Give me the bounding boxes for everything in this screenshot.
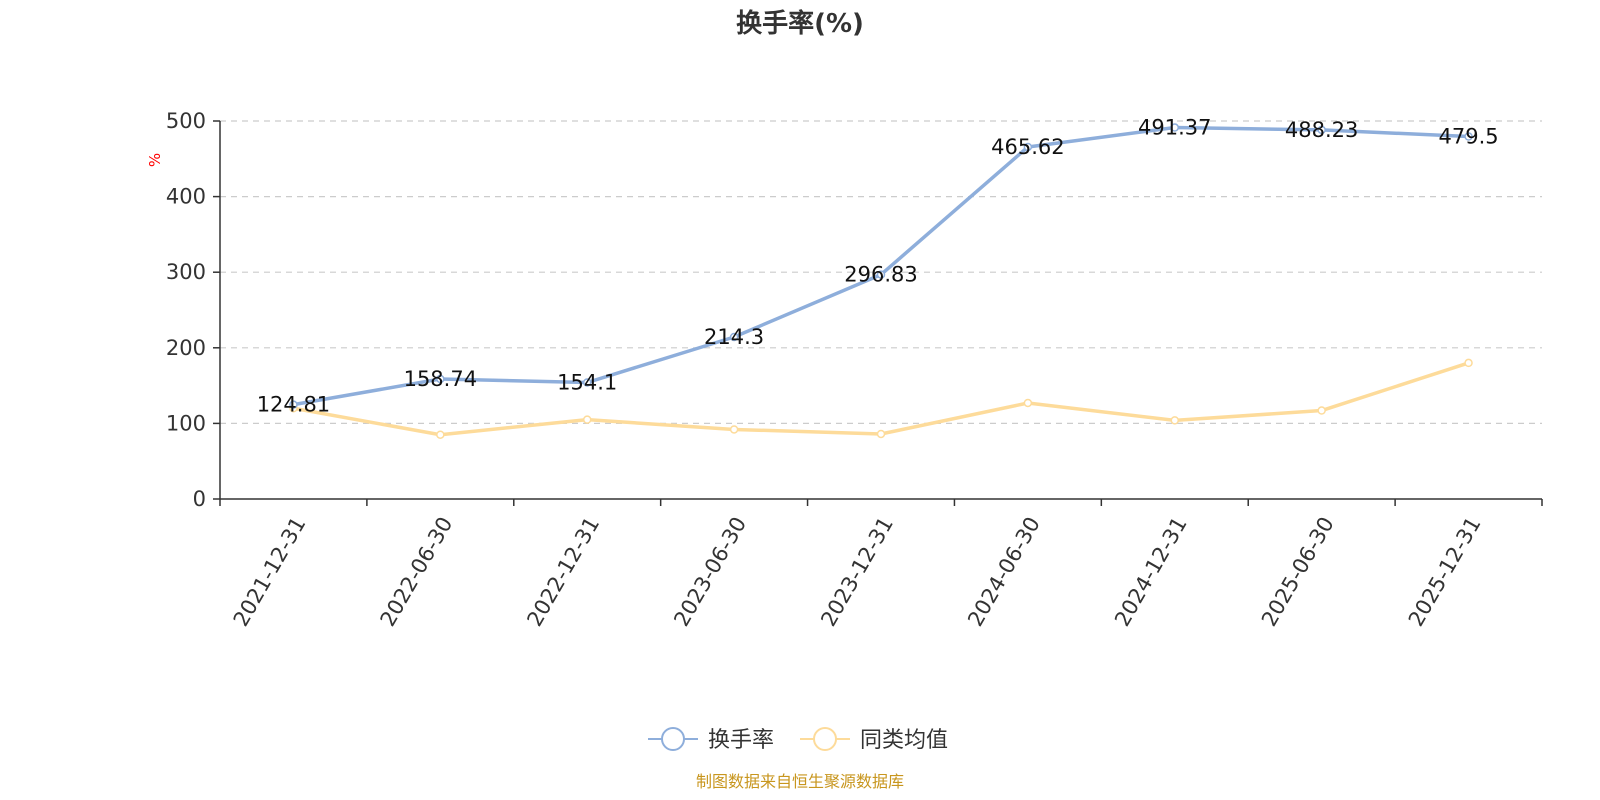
legend-label: 同类均值: [860, 728, 948, 753]
data-label: 214.3: [704, 325, 764, 349]
x-tick-label: 2022-12-31: [522, 513, 604, 631]
data-point[interactable]: [1023, 398, 1033, 408]
legend-item-turnover[interactable]: 换手率: [648, 727, 774, 753]
y-tick-label: 300: [166, 260, 206, 284]
y-tick-label: 500: [166, 109, 206, 133]
data-point[interactable]: [436, 374, 445, 384]
data-point[interactable]: [729, 332, 739, 342]
data-point[interactable]: [876, 429, 886, 439]
data-point[interactable]: [1317, 125, 1326, 135]
data-point[interactable]: [1170, 123, 1180, 132]
data-label: 491.37: [1138, 116, 1211, 140]
data-point[interactable]: [289, 400, 298, 409]
data-label: 296.83: [844, 263, 917, 287]
y-tick-label: 400: [166, 185, 206, 209]
x-tick-label: 2023-06-30: [669, 513, 751, 631]
data-point[interactable]: [1317, 406, 1326, 415]
data-point[interactable]: [876, 270, 886, 279]
x-tick-label: 2025-12-31: [1404, 513, 1486, 631]
x-tick-label: 2022-06-30: [376, 513, 458, 631]
legend-label: 换手率: [708, 728, 774, 753]
data-label: 488.23: [1285, 118, 1358, 142]
data-point[interactable]: [729, 425, 739, 434]
x-tick-label: 2024-12-31: [1110, 513, 1192, 631]
data-label: 479.5: [1438, 124, 1498, 148]
data-point[interactable]: [582, 415, 592, 424]
legend[interactable]: 换手率 同类均值: [648, 727, 948, 753]
y-tick-label: 200: [166, 336, 206, 360]
series: [289, 123, 1473, 439]
axes: 0 100 200 300 400 500 2021-12-31 2022-06-30 2022…: [166, 109, 1543, 631]
data-label: 465.62: [991, 135, 1064, 159]
x-tick-label: 2024-06-30: [963, 513, 1045, 631]
legend-marker-icon: [813, 727, 837, 751]
y-tick-label: 0: [193, 487, 206, 511]
x-tick-label: 2023-12-31: [816, 513, 898, 631]
legend-item-peer-average[interactable]: 同类均值: [800, 727, 948, 753]
data-point[interactable]: [1023, 142, 1033, 152]
chart-title: 换手率(%): [736, 8, 864, 39]
data-label: 124.81: [257, 393, 330, 417]
data-source-note: 制图数据来自恒生聚源数据库: [696, 772, 904, 791]
data-point[interactable]: [1464, 132, 1473, 141]
data-label: 158.74: [404, 367, 477, 391]
data-labels: 124.81 158.74 154.1 214.3 296.83 465.62 491.37…: [257, 116, 1499, 417]
data-label: 154.1: [557, 371, 617, 395]
y-axis-unit-label: %: [146, 153, 164, 167]
data-point[interactable]: [582, 378, 592, 387]
y-tick-label: 100: [166, 411, 206, 435]
data-point[interactable]: [1464, 358, 1473, 368]
data-point[interactable]: [436, 430, 445, 439]
x-tick-label: 2025-06-30: [1257, 513, 1339, 631]
x-tick-label: 2021-12-31: [229, 513, 311, 631]
legend-marker-icon: [661, 727, 685, 751]
data-point[interactable]: [1170, 416, 1180, 425]
